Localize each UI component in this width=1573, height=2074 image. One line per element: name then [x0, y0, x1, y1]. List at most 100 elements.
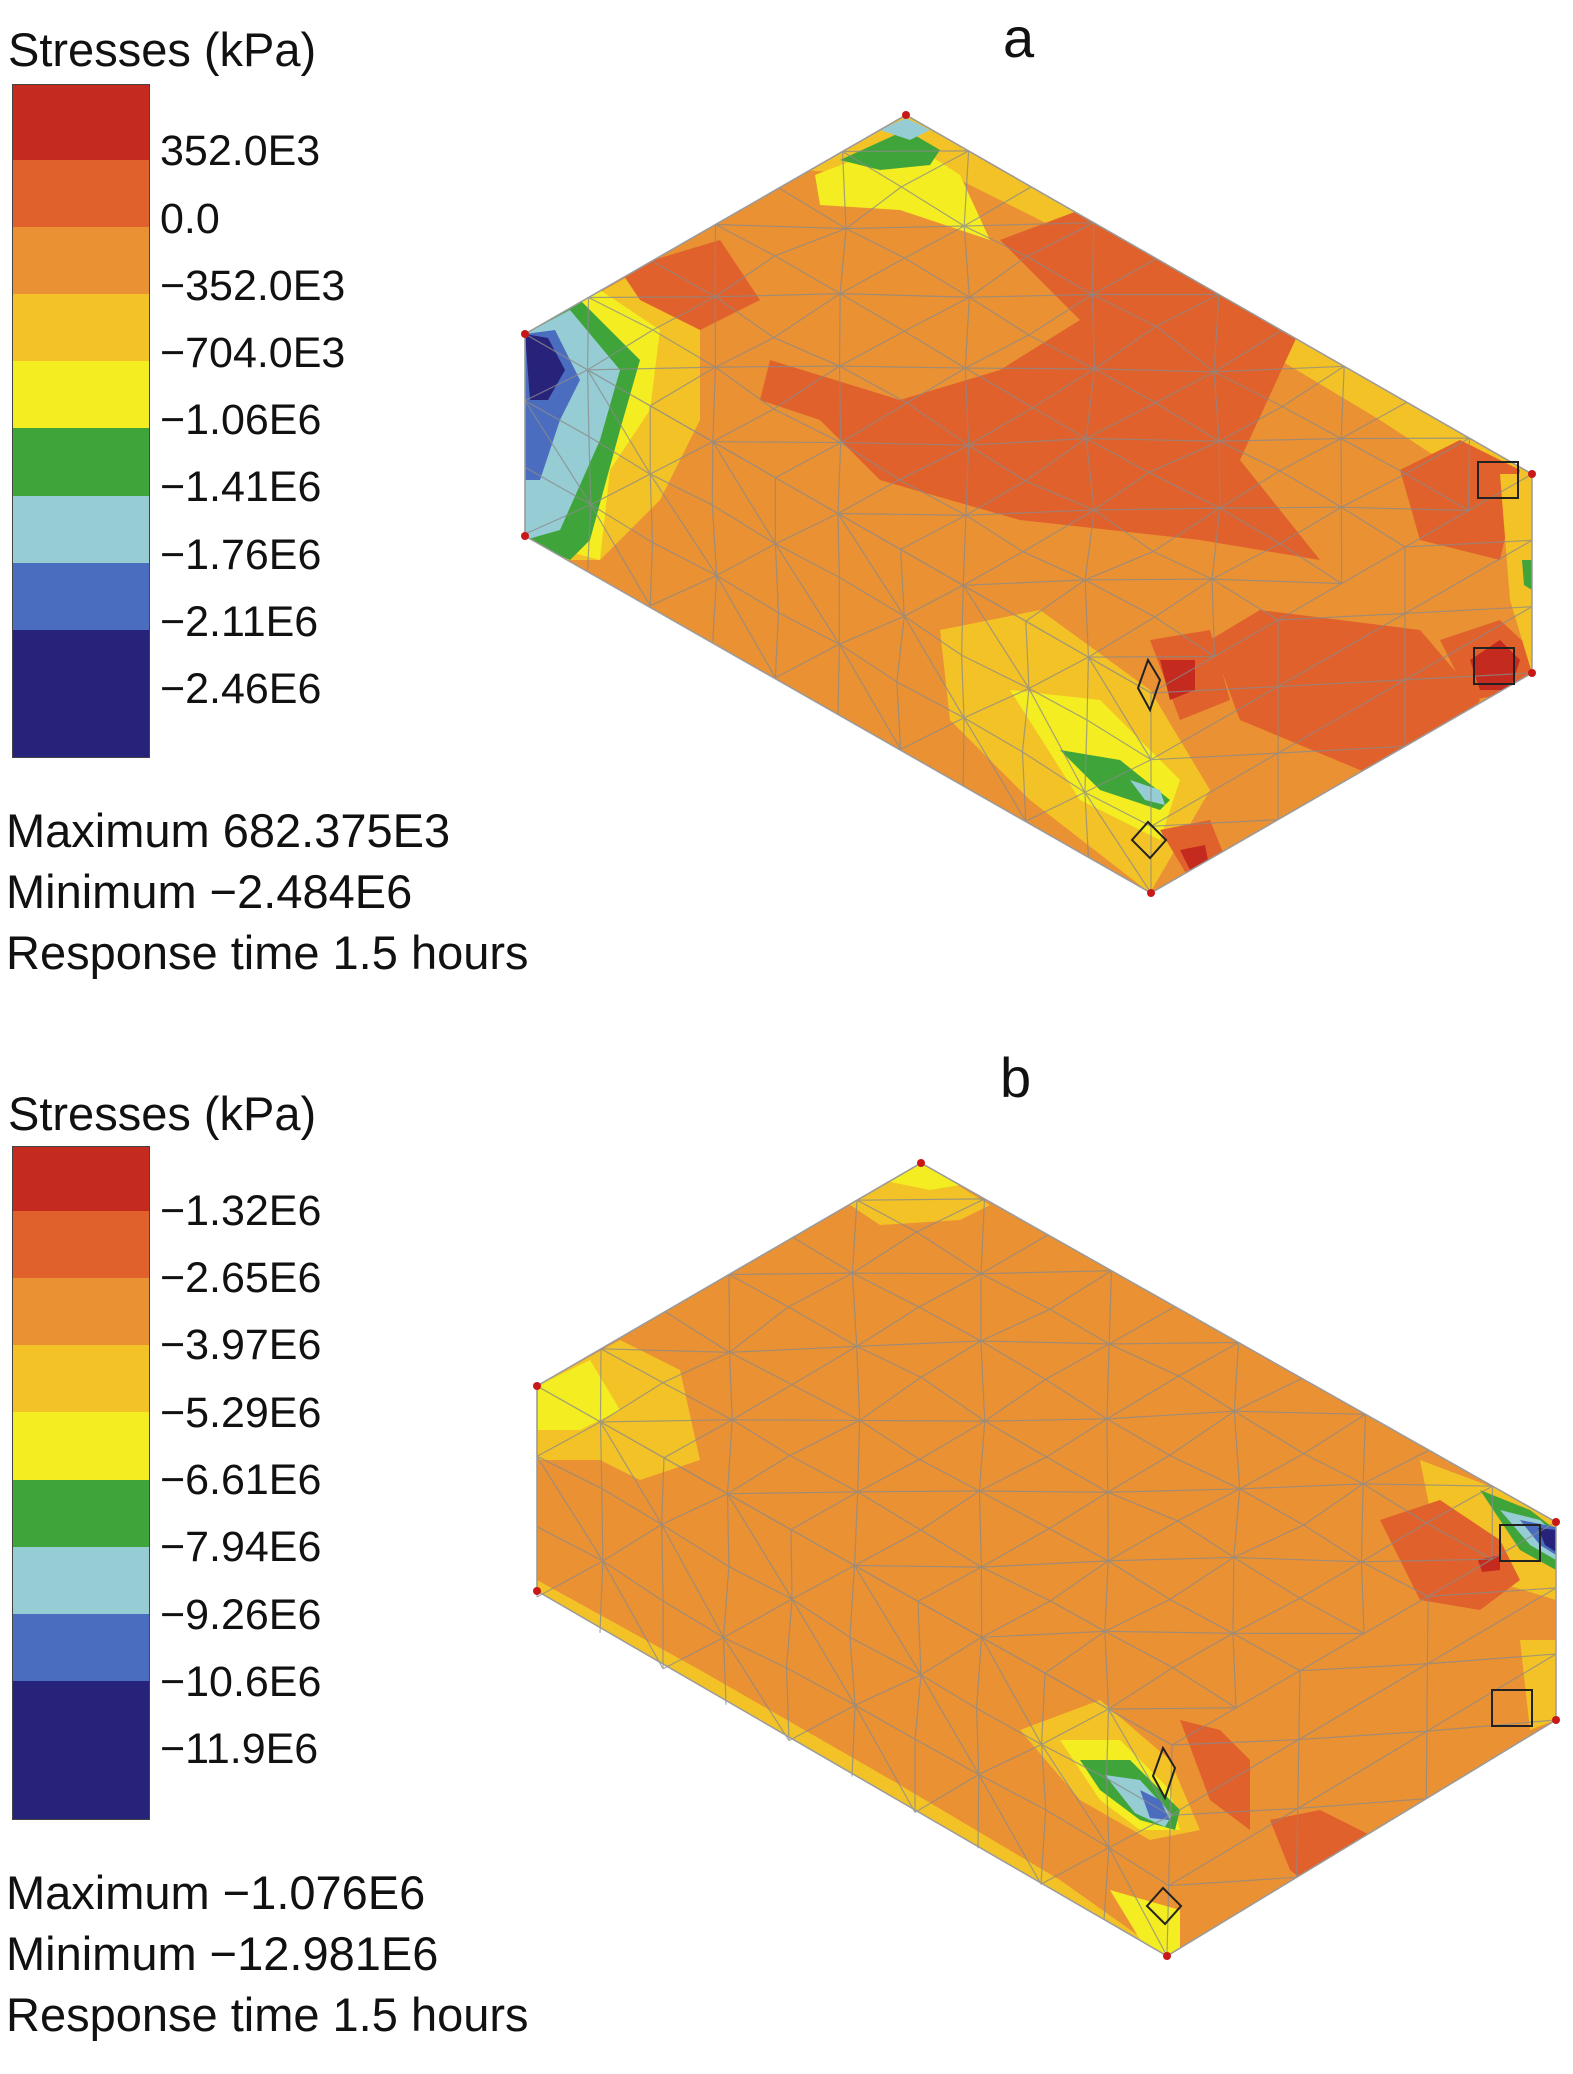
mesh-line [662, 1382, 733, 1421]
mesh-line [773, 408, 841, 444]
mesh-line [790, 1529, 793, 1600]
mesh-line [775, 442, 841, 479]
mesh-line [712, 504, 776, 545]
mesh-line [1297, 1730, 1428, 1809]
mesh-line [791, 1564, 855, 1600]
mesh-line [965, 367, 1095, 370]
mesh-line [600, 1348, 664, 1384]
mesh-line [1085, 438, 1095, 511]
mesh-line [649, 474, 654, 543]
mesh-line [536, 1560, 604, 1598]
mesh-line [1041, 1743, 1107, 1779]
mesh-line [1048, 1528, 1109, 1562]
mesh-line [1340, 438, 1406, 475]
mesh-line [1104, 1630, 1233, 1634]
mesh-line [1148, 440, 1220, 473]
mesh-line [1085, 368, 1096, 439]
mesh-line [1106, 1375, 1180, 1420]
mesh-line [1092, 258, 1157, 296]
mesh-line [839, 330, 905, 367]
mesh-line [1108, 1556, 1234, 1562]
mesh-line [774, 255, 841, 295]
mesh-line [1108, 1270, 1113, 1344]
mesh-line [774, 543, 840, 645]
color-scale-bar [12, 1146, 150, 1820]
mesh-line [1296, 1808, 1299, 1878]
mesh-line [1360, 1483, 1364, 1562]
mesh-line [1297, 1798, 1427, 1810]
mesh-line [1106, 1777, 1171, 1816]
mesh-line [1239, 1453, 1305, 1490]
mesh-line [1219, 507, 1281, 544]
mesh-line [963, 687, 1030, 719]
mesh-line [1154, 578, 1213, 618]
mesh-line [1025, 480, 1095, 511]
mesh-line [1213, 294, 1220, 372]
mesh-line [1106, 1410, 1235, 1420]
mesh-line [856, 1345, 922, 1378]
mesh-line [788, 1704, 856, 1742]
mesh-line [536, 1455, 603, 1490]
mesh-line [920, 1636, 982, 1676]
mesh-line [975, 1708, 980, 1775]
contour-yellow [1520, 1640, 1556, 1730]
mesh-line [774, 612, 780, 678]
mesh-line [1094, 325, 1157, 370]
mesh-line [1152, 507, 1221, 553]
mesh-line [1169, 1598, 1234, 1634]
corner-node [1552, 1518, 1560, 1526]
mesh-line [1404, 539, 1533, 548]
mesh-line [588, 296, 654, 331]
mesh-line [1024, 438, 1087, 482]
response-time: Response time 1.5 hours [6, 1988, 529, 2041]
mesh-line [920, 1529, 982, 1568]
contour-base [537, 1163, 1556, 1956]
minimum-value: Minimum −2.484E6 [6, 865, 413, 918]
mesh-line [900, 549, 905, 617]
mesh-line [1041, 1744, 1110, 1848]
mesh-line [1025, 579, 1086, 622]
corner-node [1163, 1952, 1171, 1960]
mesh-line [1219, 470, 1281, 509]
mesh-line [1232, 1632, 1301, 1672]
mesh-line [969, 255, 1028, 298]
mesh-line [979, 1456, 1047, 1492]
mesh-line [778, 612, 840, 645]
corner-node [533, 1587, 541, 1595]
mesh-line [838, 576, 905, 617]
mesh-line [716, 575, 776, 678]
contour-orange-red [1380, 1500, 1520, 1610]
mesh-line [853, 1491, 859, 1566]
mesh-line [1107, 1708, 1171, 1816]
scale-label: −2.11E6 [160, 598, 319, 646]
scale-label: 0.0 [160, 195, 220, 243]
mesh-line [906, 402, 969, 446]
corner-node [1528, 470, 1536, 478]
mesh-line [896, 616, 905, 682]
mesh-line [1170, 1807, 1298, 1816]
mesh-line [728, 1566, 793, 1600]
mesh-line [714, 255, 776, 298]
mesh-line [652, 329, 716, 368]
mesh-line [649, 473, 718, 576]
mesh-line [920, 1674, 980, 1775]
mesh-line [981, 1636, 1046, 1674]
mesh-line [914, 1738, 980, 1775]
mesh-line [1109, 1341, 1239, 1345]
mesh-line [1281, 365, 1345, 407]
mesh-line [854, 1704, 916, 1813]
mesh-line [845, 186, 902, 230]
mesh-line [1277, 612, 1406, 688]
mesh-line [789, 1454, 859, 1493]
mesh-line [969, 296, 1030, 336]
mesh-line [1211, 578, 1279, 621]
mesh-line [845, 225, 965, 230]
mesh-line [1084, 550, 1154, 581]
mesh-line [722, 1637, 727, 1705]
mesh-line [965, 445, 970, 516]
mesh-line [791, 1598, 851, 1638]
support-marker [1136, 657, 1162, 713]
mesh-line [1106, 1418, 1109, 1493]
mesh-line [837, 512, 966, 516]
mesh-line [1022, 509, 1095, 553]
